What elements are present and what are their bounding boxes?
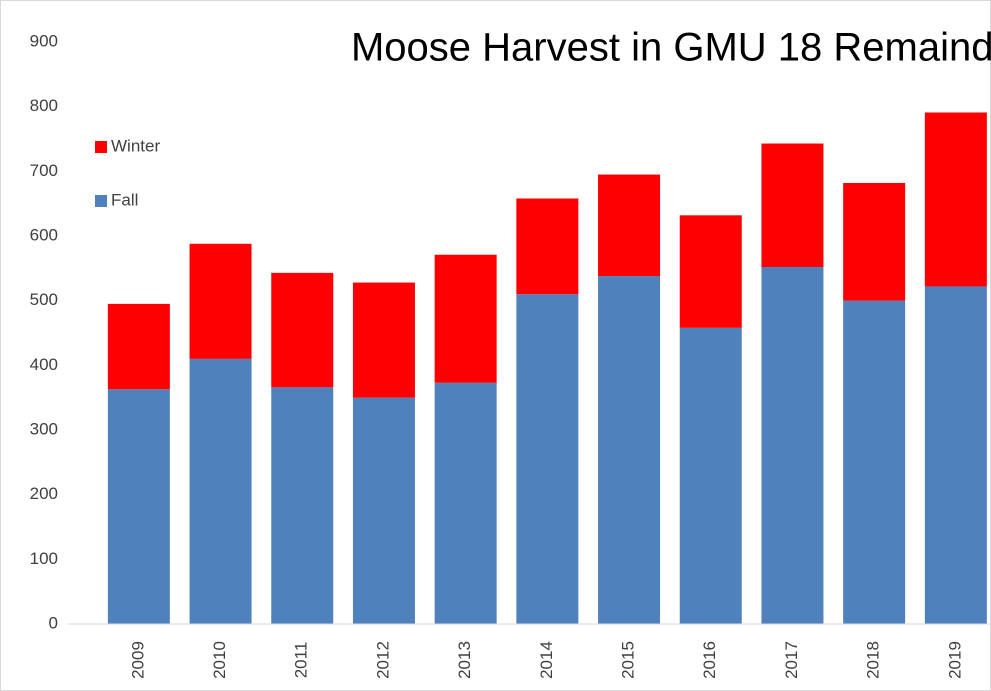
bar-segment xyxy=(189,243,252,359)
bar-segment xyxy=(924,112,987,287)
y-tick-label: 300 xyxy=(30,419,58,438)
legend-label: Winter xyxy=(111,136,160,155)
bar-segment xyxy=(843,300,906,624)
x-tick-label: 2015 xyxy=(619,641,638,679)
bar-segment xyxy=(516,198,579,295)
x-tick-label: 2009 xyxy=(128,641,147,679)
bar-segment xyxy=(434,254,497,383)
bar-segment xyxy=(598,174,661,277)
chart-title: Moose Harvest in GMU 18 Remainder xyxy=(351,26,991,70)
bar-segment xyxy=(271,272,334,388)
legend-swatch xyxy=(95,141,107,153)
legend-label: Fall xyxy=(111,190,138,209)
y-tick-label: 100 xyxy=(30,549,58,568)
y-tick-label: 800 xyxy=(30,96,58,115)
y-tick-label: 0 xyxy=(49,613,58,632)
bar-segment xyxy=(679,327,742,624)
bar-segment xyxy=(271,387,334,624)
y-tick-label: 600 xyxy=(30,225,58,244)
bar-segment xyxy=(761,267,824,624)
bar-segment xyxy=(761,143,824,268)
y-tick-label: 700 xyxy=(30,161,58,180)
bar-segment xyxy=(189,358,252,624)
bar-segment xyxy=(924,286,987,624)
y-tick-label: 200 xyxy=(30,484,58,503)
y-tick-label: 400 xyxy=(30,355,58,374)
x-tick-label: 2017 xyxy=(782,641,801,679)
x-tick-label: 2013 xyxy=(455,641,474,679)
bar-segment xyxy=(107,389,170,624)
y-tick-label: 500 xyxy=(30,290,58,309)
x-tick-label: 2010 xyxy=(210,641,229,679)
x-tick-label: 2019 xyxy=(945,641,964,679)
x-tick-label: 2018 xyxy=(864,641,883,679)
x-tick-label: 2011 xyxy=(292,642,311,679)
bar-segment xyxy=(107,303,170,390)
bar-segment xyxy=(516,294,579,624)
x-tick-label: 2016 xyxy=(700,641,719,679)
bar-segment xyxy=(679,215,742,328)
y-tick-label: 900 xyxy=(30,31,58,50)
x-tick-label: 2012 xyxy=(373,641,392,679)
bar-segment xyxy=(352,282,415,398)
x-tick-label: 2014 xyxy=(537,641,556,679)
bar-segment xyxy=(843,182,906,301)
bar-segment xyxy=(598,276,661,624)
legend-swatch xyxy=(95,195,107,207)
bar-segment xyxy=(352,397,415,624)
bar-segment xyxy=(434,382,497,624)
